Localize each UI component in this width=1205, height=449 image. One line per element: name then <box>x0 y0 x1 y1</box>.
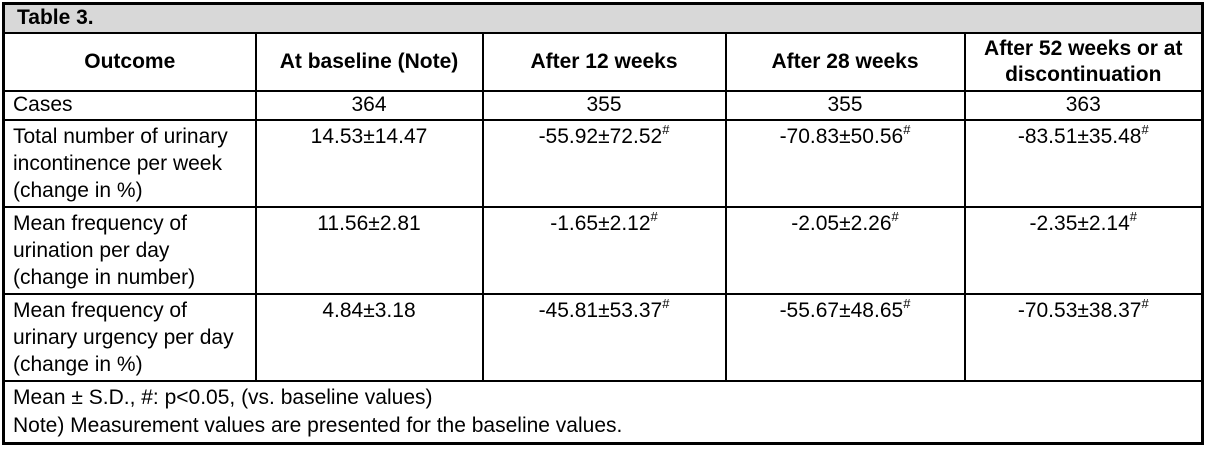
col-header-week52: After 52 weeks or at discontinuation <box>963 31 1204 92</box>
cell-value: 4.84±3.18 <box>254 292 484 382</box>
col-header-baseline: At baseline (Note) <box>254 31 484 92</box>
row-label: Mean frequency of urination per day (cha… <box>2 205 257 295</box>
cell-value: -2.35±2.14# <box>963 205 1204 295</box>
significance-marker: # <box>1141 121 1149 137</box>
row-label: Total number of urinary incontinence per… <box>2 118 257 208</box>
cases-week52: 363 <box>963 89 1204 121</box>
value-text: -83.51±35.48 <box>1017 124 1142 148</box>
row-label-line: urinary urgency per day <box>13 325 234 349</box>
row-label-line: (change in %) <box>13 178 143 202</box>
row-label-line: Total number of urinary <box>13 124 228 148</box>
table-title-row: Table 3. <box>2 2 1204 34</box>
value-text: -2.35±2.14 <box>1029 211 1130 235</box>
significance-marker: # <box>903 121 911 137</box>
cell-value: -45.81±53.37# <box>481 292 727 382</box>
significance-marker: # <box>662 295 670 311</box>
cell-value: 14.53±14.47 <box>254 118 484 208</box>
cases-baseline: 364 <box>254 89 484 121</box>
row-label-line: (change in %) <box>13 352 143 376</box>
cell-value: -2.05±2.26# <box>724 205 966 295</box>
cases-label: Cases <box>2 89 257 121</box>
table-footnotes: Mean ± S.D., #: p<0.05, (vs. baseline va… <box>2 379 1204 444</box>
value-text: -55.67±48.65 <box>779 298 904 322</box>
value-text: 11.56±2.81 <box>317 211 421 235</box>
row-label: Mean frequency of urinary urgency per da… <box>2 292 257 382</box>
col-header-week52-line2: discontinuation <box>1005 62 1162 86</box>
row-label-line: Mean frequency of <box>13 211 187 235</box>
value-text: -45.81±53.37 <box>538 298 663 322</box>
cell-value: -70.53±38.37# <box>963 292 1204 382</box>
cases-week12: 355 <box>481 89 727 121</box>
significance-marker: # <box>903 295 911 311</box>
table-row-cases: Cases 364 355 355 363 <box>2 89 1204 121</box>
table-row-incontinence: Total number of urinary incontinence per… <box>2 118 1204 208</box>
table-row-urgency-frequency: Mean frequency of urinary urgency per da… <box>2 292 1204 382</box>
col-header-outcome: Outcome <box>2 31 257 92</box>
row-label-line: (change in number) <box>13 265 196 289</box>
value-text: -2.05±2.26 <box>791 211 892 235</box>
value-text: -70.53±38.37 <box>1017 298 1142 322</box>
table-header-row: Outcome At baseline (Note) After 12 week… <box>2 31 1204 92</box>
value-text: -55.92±72.52 <box>538 124 663 148</box>
cases-week28: 355 <box>724 89 966 121</box>
row-label-line: urination per day <box>13 238 170 262</box>
value-text: 14.53±14.47 <box>310 124 428 148</box>
cell-value: -70.83±50.56# <box>724 118 966 208</box>
cell-value: -1.65±2.12# <box>481 205 727 295</box>
cell-value: -55.92±72.52# <box>481 118 727 208</box>
significance-marker: # <box>1141 295 1149 311</box>
value-text: 4.84±3.18 <box>322 298 416 322</box>
significance-marker: # <box>1129 208 1138 224</box>
col-header-week28: After 28 weeks <box>724 31 966 92</box>
row-label-line: incontinence per week <box>13 151 222 175</box>
cell-value: -55.67±48.65# <box>724 292 966 382</box>
table-row-urination-frequency: Mean frequency of urination per day (cha… <box>2 205 1204 295</box>
significance-marker: # <box>650 208 658 224</box>
value-text: -1.65±2.12 <box>550 211 651 235</box>
cell-value: -83.51±35.48# <box>963 118 1204 208</box>
footnote-note: Note) Measurement values are presented f… <box>13 413 623 437</box>
significance-marker: # <box>891 208 899 224</box>
cell-value: 11.56±2.81 <box>254 205 484 295</box>
col-header-week12: After 12 weeks <box>481 31 727 92</box>
significance-marker: # <box>662 121 670 137</box>
col-header-week52-line1: After 52 weeks or at <box>984 36 1183 60</box>
table-title: Table 3. <box>2 2 1204 34</box>
table-footnotes-row: Mean ± S.D., #: p<0.05, (vs. baseline va… <box>2 379 1204 444</box>
row-label-line: Mean frequency of <box>13 298 187 322</box>
footnote-legend: Mean ± S.D., #: p<0.05, (vs. baseline va… <box>13 385 433 409</box>
value-text: -70.83±50.56 <box>779 124 904 148</box>
